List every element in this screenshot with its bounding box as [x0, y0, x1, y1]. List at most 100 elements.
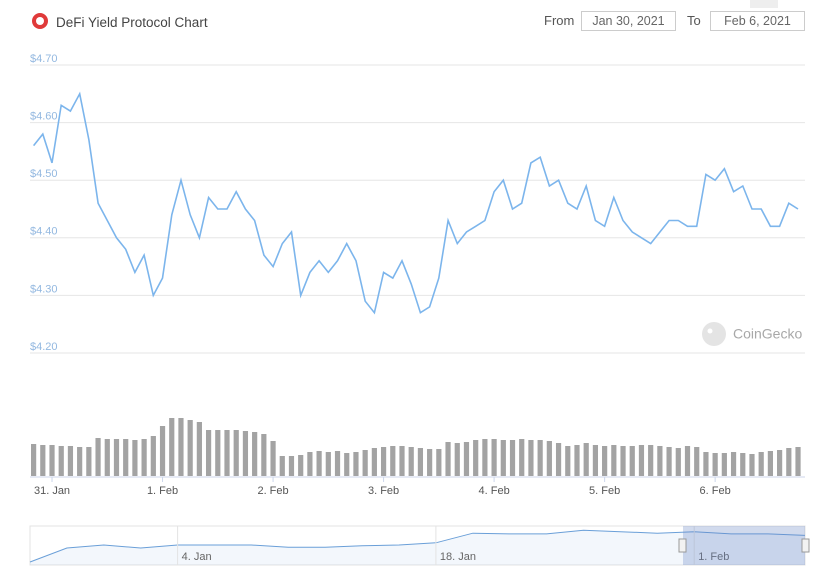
y-tick-label: $4.50	[30, 168, 58, 180]
volume-bar	[583, 443, 589, 476]
volume-bar	[602, 446, 608, 476]
volume-bar	[500, 440, 506, 476]
y-tick-label: $4.60	[30, 111, 58, 123]
volume-bar	[49, 445, 55, 476]
y-tick-label: $4.70	[30, 53, 58, 65]
volume-bar	[399, 446, 405, 476]
volume-bar	[417, 448, 424, 476]
volume-bar	[482, 439, 488, 476]
volume-bar	[362, 450, 368, 476]
volume-bar	[353, 452, 359, 476]
volume-bar	[777, 450, 783, 476]
watermark-icon	[702, 322, 726, 346]
volume-bar	[592, 445, 599, 476]
x-tick-label: 5. Feb	[589, 485, 620, 497]
volume-bar	[233, 430, 239, 476]
volume-bar	[86, 447, 92, 476]
volume-bar	[758, 452, 764, 476]
volume-bar	[629, 446, 635, 476]
navigator-label: 18. Jan	[440, 551, 476, 563]
volume-bar	[252, 432, 258, 476]
volume-bar	[187, 420, 193, 476]
volume-bar	[95, 438, 101, 476]
volume-bar	[574, 445, 580, 476]
volume-bar	[463, 442, 470, 476]
navigator-handle[interactable]	[678, 538, 687, 553]
volume-bar	[261, 434, 267, 476]
volume-bar	[159, 426, 166, 476]
volume-bar	[795, 447, 801, 476]
volume-bar	[334, 451, 341, 476]
volume-bar	[380, 447, 387, 476]
y-tick-label: $4.20	[30, 341, 58, 353]
navigator-line	[29, 529, 805, 563]
volume-bar	[454, 443, 460, 476]
watermark: CoinGecko	[733, 326, 802, 342]
volume-bar	[491, 439, 497, 476]
volume-bar	[555, 443, 562, 476]
volume-bar	[712, 453, 718, 476]
volume-bar	[325, 452, 331, 476]
y-tick-label: $4.40	[30, 226, 58, 238]
volume-bar	[390, 446, 396, 476]
to-date-input[interactable]: Feb 6, 2021	[710, 11, 805, 31]
volume-bar	[196, 422, 202, 476]
volume-bar	[408, 447, 414, 476]
volume-bar	[205, 430, 212, 476]
y-tick-label: $4.30	[30, 283, 58, 295]
x-tick-label: 2. Feb	[257, 485, 288, 497]
volume-bar	[40, 445, 46, 476]
volume-bar	[473, 440, 479, 476]
volume-bar	[288, 456, 295, 476]
x-tick-label: 4. Feb	[479, 485, 510, 497]
price-line	[32, 91, 799, 315]
volume-bar	[565, 446, 571, 476]
volume-bar	[344, 453, 350, 476]
volume-bar	[537, 440, 543, 476]
volume-bar	[427, 449, 433, 476]
navigator-handle[interactable]	[801, 538, 810, 553]
volume-bar	[648, 445, 654, 476]
volume-bar	[58, 446, 64, 476]
volume-bar	[371, 448, 377, 476]
volume-bar	[546, 441, 552, 476]
volume-bar	[675, 448, 681, 476]
volume-bar	[509, 440, 516, 476]
volume-bar	[684, 446, 691, 476]
volume-bar	[666, 447, 672, 476]
volume-bar	[316, 451, 322, 476]
x-tick-label: 31. Jan	[34, 485, 70, 497]
x-tick-label: 3. Feb	[368, 485, 399, 497]
volume-bar	[77, 447, 83, 476]
navigator-fill	[30, 530, 805, 565]
volume-bar	[694, 447, 700, 476]
volume-bar	[703, 452, 709, 476]
volume-bar	[224, 430, 230, 476]
volume-bar	[141, 439, 147, 476]
from-date-input[interactable]: Jan 30, 2021	[581, 11, 676, 31]
from-label: From	[544, 13, 575, 28]
volume-bar	[620, 446, 626, 476]
navigator-selection[interactable]	[683, 526, 805, 565]
volume-bar	[132, 440, 138, 476]
logo-inner	[36, 17, 44, 25]
volume-bar	[611, 445, 617, 476]
volume-bar	[178, 418, 184, 476]
volume-bar	[31, 444, 37, 476]
volume-bar	[270, 441, 276, 476]
volume-bar	[528, 440, 534, 476]
navigator-label: 4. Jan	[182, 551, 212, 563]
navigator-label: 1. Feb	[698, 551, 729, 563]
volume-bar	[307, 452, 313, 476]
volume-bar	[298, 455, 304, 476]
volume-bar	[730, 452, 737, 476]
volume-bar	[123, 439, 129, 476]
volume-bar	[279, 456, 285, 476]
volume-bar	[67, 446, 74, 476]
volume-bar	[242, 431, 249, 476]
x-tick-label: 1. Feb	[147, 485, 178, 497]
button-edge	[750, 0, 778, 8]
volume-bar	[169, 418, 175, 476]
